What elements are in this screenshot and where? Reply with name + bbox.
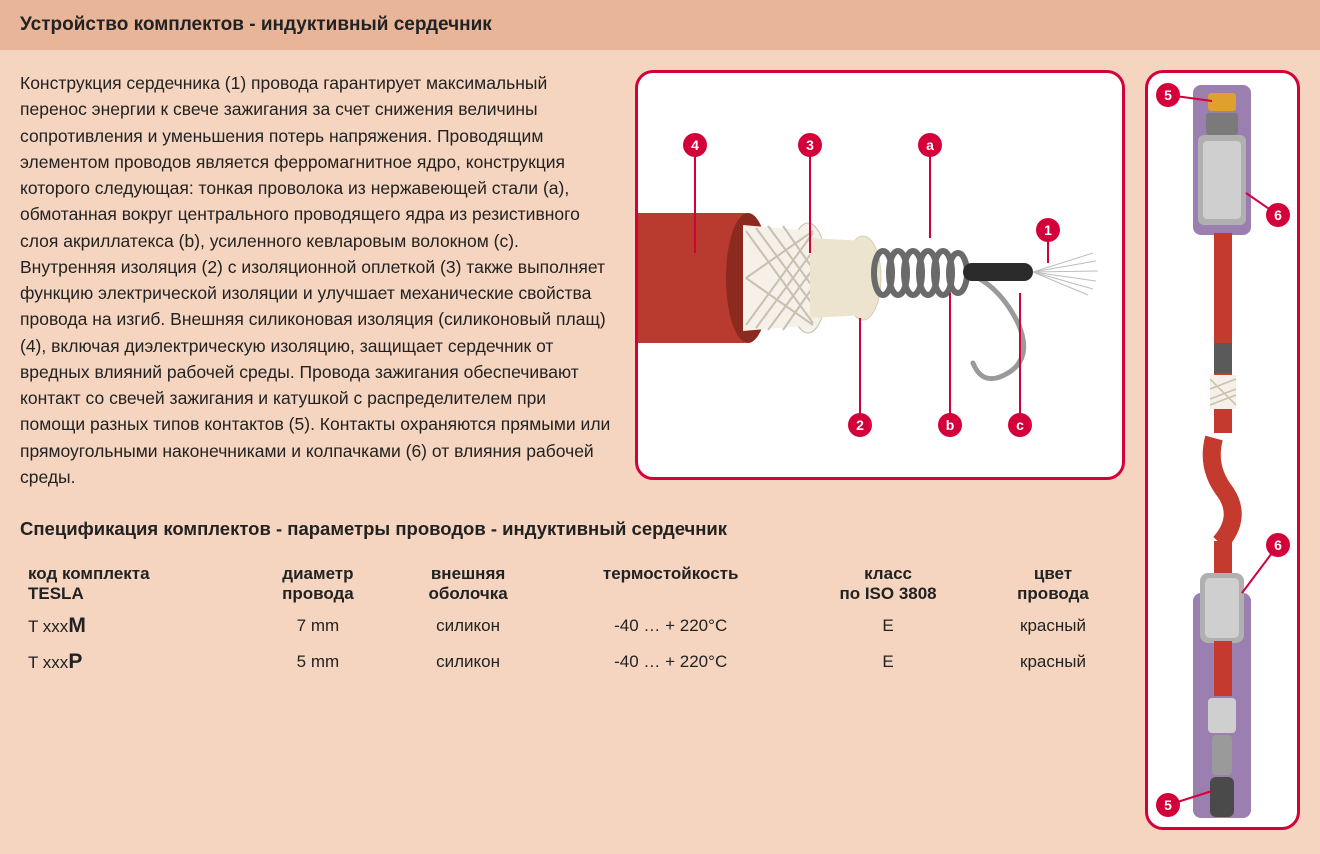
callout-marker: 3 [798,133,822,157]
cable-cross-section-diagram: 4 3 a 1 2 b c [635,70,1125,480]
table-cell: силикон [390,608,546,644]
callout-marker: 5 [1156,83,1180,107]
table-cell: T xxxP [20,644,246,680]
section-title: Устройство комплектов - индуктивный серд… [20,14,492,35]
callout-lead-line [1019,293,1021,425]
callout-marker: 2 [848,413,872,437]
table-cell: силикон [390,644,546,680]
table-cell: красный [981,644,1125,680]
table-row: T xxxP5 mmсиликон-40 … + 220°CEкрасный [20,644,1125,680]
table-column-header: диаметрпровода [246,560,390,608]
callout-marker: a [918,133,942,157]
callout-lead-line [949,293,951,425]
callout-marker: 1 [1036,218,1060,242]
callout-lead-line [694,145,696,253]
table-cell: T xxxM [20,608,246,644]
callout-marker: 6 [1266,203,1290,227]
spec-heading: Спецификация комплектов - параметры пров… [20,518,1125,540]
connector-side-diagram: 5 6 6 5 [1145,70,1300,830]
callout-lead-line [809,145,811,253]
table-column-header: термостойкость [546,560,795,608]
callout-lead-line [859,318,861,425]
top-row: Конструкция сердечника (1) провода гаран… [20,70,1125,490]
callout-lead-line [929,145,931,238]
table-cell: E [795,608,981,644]
table-column-header: внешняяоболочка [390,560,546,608]
table-cell: красный [981,608,1125,644]
table-cell: -40 … + 220°C [546,644,795,680]
table-column-header: класспо ISO 3808 [795,560,981,608]
section-header: Устройство комплектов - индуктивный серд… [0,0,1320,50]
description-text: Конструкция сердечника (1) провода гаран… [20,70,615,490]
callout-marker: b [938,413,962,437]
callout-marker: 4 [683,133,707,157]
left-column: Конструкция сердечника (1) провода гаран… [20,70,1125,830]
content-area: Конструкция сердечника (1) провода гаран… [0,50,1320,850]
table-cell: 5 mm [246,644,390,680]
table-cell: 7 mm [246,608,390,644]
table-column-header: код комплектаTESLA [20,560,246,608]
callout-marker: 6 [1266,533,1290,557]
table-row: T xxxM7 mmсиликон-40 … + 220°CEкрасный [20,608,1125,644]
table-column-header: цветпровода [981,560,1125,608]
table-cell: E [795,644,981,680]
table-cell: -40 … + 220°C [546,608,795,644]
spec-table: код комплектаTESLAдиаметрпроводавнешняяо… [20,560,1125,680]
callout-marker: c [1008,413,1032,437]
callout-marker: 5 [1156,793,1180,817]
